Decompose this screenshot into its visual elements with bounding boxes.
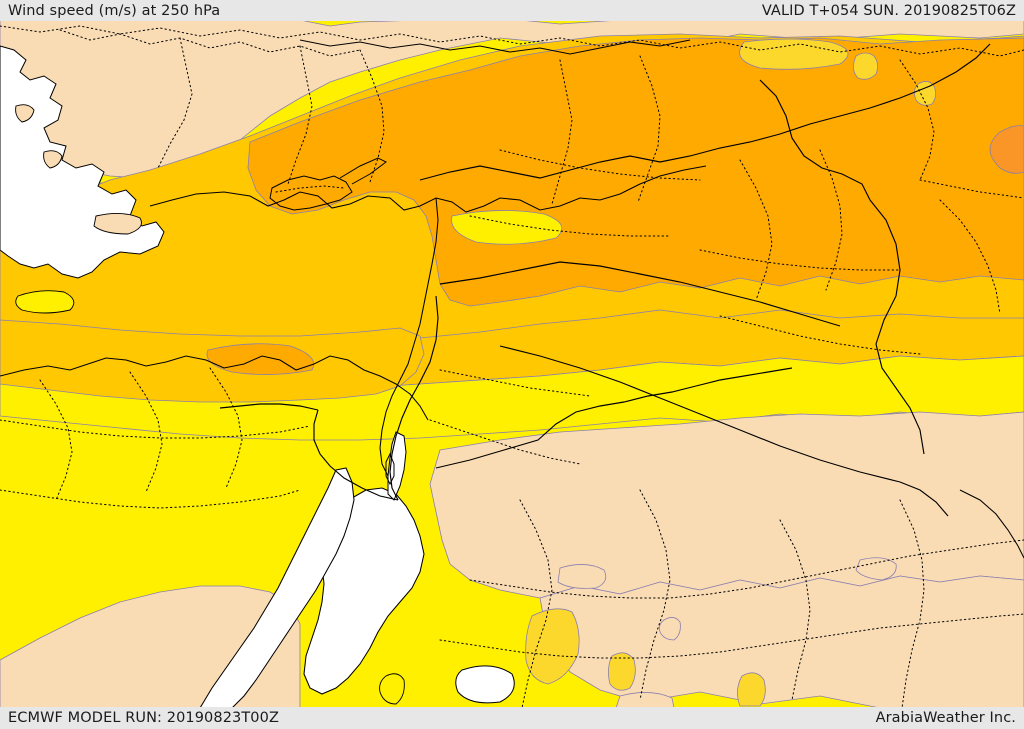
admin-boundary-syria-a xyxy=(551,59,573,205)
admin-boundary-saudi-a xyxy=(519,499,553,708)
contour-blob-darkyellow-a xyxy=(525,608,580,685)
footer-bar: ECMWF MODEL RUN: 20190823T00Z ArabiaWeat… xyxy=(0,707,1024,729)
admin-boundary-saudi-b xyxy=(639,489,671,701)
border-egypt-israel xyxy=(313,409,399,501)
admin-boundary-egypt-c xyxy=(209,367,243,489)
contour-band-peach-southeast xyxy=(539,575,1024,708)
admin-boundary-syria-c xyxy=(499,149,701,181)
admin-boundary-iran-c xyxy=(919,179,1024,199)
admin-boundary-iraq-c xyxy=(699,249,901,271)
contour-pocket-yellow-north-a xyxy=(853,52,878,80)
contour-patch-orange-centre xyxy=(206,343,315,375)
coastline-black-sea xyxy=(299,39,691,55)
coastline-turkey-south xyxy=(149,165,707,213)
coastline-island-tiran xyxy=(379,673,405,705)
border-jordan-iraq xyxy=(499,345,901,483)
coastline-island-crete xyxy=(15,290,75,314)
admin-boundary-saudi-c xyxy=(469,539,1024,599)
map-canvas[interactable] xyxy=(0,20,1024,708)
admin-boundary-jordan-b xyxy=(439,369,591,397)
model-run-label: ECMWF MODEL RUN: 20190823T00Z xyxy=(8,710,279,726)
contour-band-deep-orange-blob xyxy=(989,125,1024,174)
contour-blob-peach-small-d xyxy=(615,692,675,708)
coastline-red-sea-west xyxy=(199,467,355,708)
coastline-island-a xyxy=(15,104,35,123)
admin-boundary-turkey-b xyxy=(157,37,193,169)
admin-boundary-egypt-b xyxy=(129,371,163,493)
contour-blob-darkyellow-b xyxy=(608,652,636,691)
border-egypt-sudan xyxy=(219,403,319,411)
wind-speed-contour-map xyxy=(0,20,1024,708)
contour-blob-peach-small-b xyxy=(557,564,607,589)
valid-time-label: VALID T+054 SUN. 20190825T06Z xyxy=(761,2,1016,19)
coastline-cyprus-tail xyxy=(339,157,387,185)
contour-lens-yellow-med xyxy=(451,210,563,245)
header-bar: Wind speed (m/s) at 250 hPa VALID T+054 … xyxy=(0,0,1024,21)
admin-boundary-saudi-f xyxy=(899,499,925,708)
admin-boundary-syria-d xyxy=(469,215,671,237)
admin-boundary-egypt-a xyxy=(39,379,73,501)
admin-boundary-iraq-a xyxy=(739,159,773,301)
admin-boundary-north-top xyxy=(0,25,1024,57)
admin-boundary-egypt-e xyxy=(0,489,301,509)
contour-pocket-yellow-north-b xyxy=(914,81,936,106)
coastline-cyprus xyxy=(269,175,353,211)
provider-credit-label: ArabiaWeather Inc. xyxy=(875,710,1016,726)
contour-blob-peach-small-c xyxy=(855,557,897,581)
coastline-persian-gulf xyxy=(959,489,1024,559)
page-title: Wind speed (m/s) at 250 hPa xyxy=(8,2,221,19)
contour-pocket-yellow-east-edge xyxy=(739,38,849,70)
coastline-dead-sea xyxy=(385,452,395,486)
admin-boundary-saudi-d xyxy=(439,613,1024,659)
contour-blob-peach-small-a xyxy=(659,617,681,641)
border-jordan-saudi xyxy=(435,367,793,469)
admin-boundary-iran-b xyxy=(939,199,1001,315)
admin-boundary-egypt-d xyxy=(0,419,311,439)
admin-boundary-turkey-c xyxy=(287,45,313,185)
border-syria-iraq xyxy=(439,261,841,327)
coastline-levant xyxy=(379,197,439,489)
border-iraq-kuwait xyxy=(899,481,949,517)
coastline-island-b xyxy=(43,150,63,169)
contour-blob-darkyellow-c xyxy=(737,672,766,707)
admin-boundary-syria-b xyxy=(637,55,661,203)
border-turkey-iraq-east xyxy=(759,79,871,201)
admin-boundary-cyprus-divide xyxy=(275,185,345,193)
coastline-gulf-aqaba xyxy=(387,431,407,501)
coastline-red-sea-pocket xyxy=(455,665,515,704)
border-israel-jordan xyxy=(389,295,439,501)
admin-boundary-turkey-a xyxy=(59,29,361,57)
border-iraq-iran xyxy=(869,199,925,455)
contour-band-orange-syria xyxy=(247,37,1024,307)
contour-band-peach-saudi xyxy=(429,411,1024,599)
coastline-island-c xyxy=(93,213,142,235)
border-turkey-syria xyxy=(419,43,991,181)
coastline-egypt-north xyxy=(0,355,429,421)
admin-boundary-iraq-d xyxy=(719,315,921,355)
admin-boundary-jordan-a xyxy=(429,419,581,465)
